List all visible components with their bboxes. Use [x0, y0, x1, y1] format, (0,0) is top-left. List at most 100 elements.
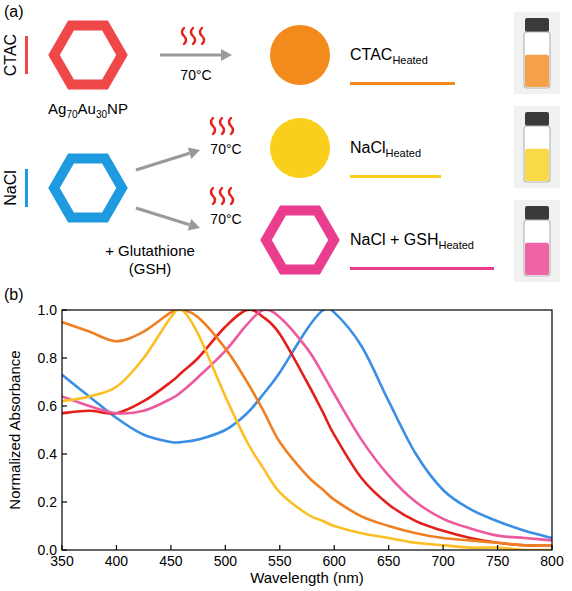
- photo-background: [514, 106, 560, 188]
- element-fraction: 70: [66, 109, 78, 120]
- condition-label: CTAC: [2, 34, 19, 76]
- photo-background: [514, 200, 560, 282]
- panel-b: (b)3504004505005506006507007508000.00.20…: [4, 286, 564, 586]
- heat-wave: [191, 28, 195, 44]
- spectrum-line: [62, 310, 552, 545]
- heat-wave: [220, 118, 224, 134]
- x-tick-label: 700: [431, 553, 455, 569]
- y-tick-label: 0.2: [38, 494, 58, 510]
- product-key: [350, 267, 494, 270]
- element-symbol: Au: [78, 100, 96, 117]
- arrow-head: [221, 49, 232, 61]
- arrow-shaft: [160, 54, 221, 57]
- plot-frame: [62, 310, 552, 550]
- nanoparticle-suffix: NP: [107, 100, 128, 117]
- spectrum-line: [62, 310, 552, 538]
- y-tick-label: 1.0: [38, 302, 58, 318]
- product-label: NaClHeated: [350, 139, 421, 159]
- arrow: [160, 49, 232, 61]
- vial-cap: [525, 18, 549, 32]
- x-tick-label: 400: [105, 553, 129, 569]
- product-subscript: Heated: [438, 239, 473, 251]
- y-tick-label: 0.6: [38, 398, 58, 414]
- x-tick-label: 450: [159, 553, 183, 569]
- x-tick: [170, 545, 171, 550]
- product-name: NaCl + GSH: [350, 231, 438, 248]
- vial-liquid: [525, 243, 549, 275]
- additive-label: + Glutathione: [105, 242, 195, 259]
- x-tick: [497, 545, 498, 550]
- product-key: [350, 175, 441, 178]
- x-tick-label: 550: [268, 553, 292, 569]
- x-tick-label: 800: [540, 553, 564, 569]
- product-subscript: Heated: [392, 54, 427, 66]
- photo-background: [514, 12, 560, 94]
- x-tick: [116, 545, 117, 550]
- vial-cap: [525, 206, 549, 220]
- heat-symbol: [182, 28, 204, 44]
- vial-photo: [514, 12, 560, 94]
- heat-wave: [200, 28, 204, 44]
- arrow-shaft: [136, 208, 190, 225]
- condition-key: [25, 169, 28, 207]
- y-tick-label: 0.4: [38, 446, 58, 462]
- y-tick: [62, 453, 67, 454]
- heat-wave: [220, 188, 224, 204]
- vial-glass: [524, 126, 550, 182]
- product-nanoparticle: [270, 118, 330, 178]
- arrow: [136, 208, 200, 230]
- x-tick-label: 750: [486, 553, 510, 569]
- element-fraction: 30: [96, 109, 108, 120]
- spectrum-line: [62, 310, 552, 550]
- starting-nanoparticle: [54, 26, 122, 85]
- figure: (a)CTAC70°CCTACHeatedAg70Au30NPNaCl70°CN…: [0, 0, 572, 591]
- product-key: [350, 82, 455, 85]
- product-name: CTAC: [350, 46, 392, 63]
- element-symbol: Ag: [48, 100, 66, 117]
- panel-a: (a)CTAC70°CCTACHeatedAg70Au30NPNaCl70°CN…: [2, 3, 560, 282]
- x-tick: [388, 545, 389, 550]
- product-label: CTACHeated: [350, 46, 428, 66]
- panel-label: (b): [4, 286, 24, 303]
- x-tick: [443, 545, 444, 550]
- heat-wave: [182, 28, 186, 44]
- y-tick: [62, 357, 67, 358]
- heat-wave: [211, 118, 215, 134]
- product-nanoparticle: [270, 25, 330, 85]
- x-tick: [61, 545, 62, 550]
- x-tick: [334, 545, 335, 550]
- y-tick: [62, 501, 67, 502]
- product-nanoparticle: [266, 211, 334, 270]
- spectrum-line: [62, 310, 552, 545]
- starting-nanoparticle: [54, 159, 122, 218]
- x-tick-label: 500: [214, 553, 238, 569]
- vial-cap: [525, 112, 549, 126]
- heat-wave: [229, 188, 233, 204]
- y-tick-label: 0.0: [38, 542, 58, 558]
- condition-label: NaCl: [2, 170, 19, 206]
- vial-glass: [524, 220, 550, 276]
- heat-wave: [211, 188, 215, 204]
- arrow-shaft: [136, 153, 190, 170]
- heat-wave: [229, 118, 233, 134]
- vial-photo: [514, 106, 560, 188]
- product-subscript: Heated: [386, 147, 421, 159]
- x-tick-label: 600: [323, 553, 347, 569]
- panel-label: (a): [4, 3, 24, 20]
- y-tick-label: 0.8: [38, 350, 58, 366]
- temperature-label: 70°C: [210, 141, 241, 157]
- plot-area: [62, 310, 552, 550]
- product-name: NaCl: [350, 139, 386, 156]
- condition-key: [25, 36, 28, 74]
- vial-liquid: [525, 149, 549, 181]
- nanoparticle-label: Ag70Au30NP: [48, 100, 128, 120]
- y-tick: [62, 405, 67, 406]
- x-tick: [225, 545, 226, 550]
- temperature-label: 70°C: [180, 67, 211, 83]
- spectrum-line: [62, 310, 552, 540]
- x-axis-title: Wavelength (nm): [250, 569, 364, 586]
- x-tick: [551, 545, 552, 550]
- y-tick: [62, 549, 67, 550]
- heat-symbol: [211, 188, 233, 204]
- vial-photo: [514, 200, 560, 282]
